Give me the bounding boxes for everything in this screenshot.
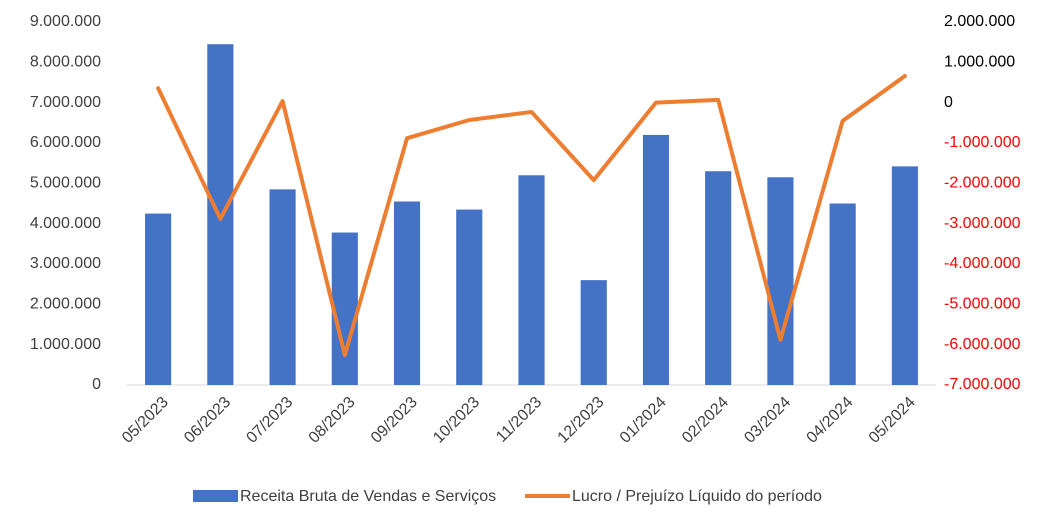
y-tick-label: 3.000.000: [30, 255, 101, 272]
y2-tick-label: -4.000.000: [944, 255, 1021, 272]
y-tick-label: 6.000.000: [30, 134, 101, 151]
bar: [269, 189, 296, 385]
bar: [331, 232, 358, 385]
legend-label: Lucro / Prejuízo Líquido do período: [572, 488, 822, 505]
y2-tick-label: 0: [944, 94, 953, 111]
x-tick-label: 01/2024: [617, 394, 670, 447]
line: [156, 74, 907, 358]
y-tick-label: 0: [92, 376, 101, 393]
bar: [145, 213, 172, 385]
x-tick-label: 02/2024: [679, 394, 732, 447]
x-tick-label: 12/2023: [555, 394, 608, 447]
bar: [642, 134, 670, 385]
y-tick-label: 7.000.000: [30, 94, 101, 111]
y-tick-label: 5.000.000: [30, 175, 101, 192]
y-tick-label: 1.000.000: [30, 336, 101, 353]
bar: [891, 166, 918, 385]
bar: [767, 177, 794, 385]
y2-tick-label: -5.000.000: [944, 296, 1021, 313]
y2-tick-label: -3.000.000: [944, 215, 1021, 232]
y-tick-label: 8.000.000: [30, 54, 101, 71]
x-tick-label: 06/2023: [181, 394, 234, 447]
bar: [456, 209, 483, 385]
x-tick-label: 09/2023: [368, 394, 421, 447]
y2-tick-label: -2.000.000: [944, 175, 1021, 192]
x-tick-label: 03/2024: [741, 394, 794, 447]
y2-tick-label: 2.000.000: [944, 13, 1015, 30]
y-tick-label: 9.000.000: [30, 13, 101, 30]
x-tick-label: 05/2024: [866, 394, 919, 447]
bar: [829, 203, 856, 385]
x-tick-label: 05/2023: [119, 394, 172, 447]
legend-label: Receita Bruta de Vendas e Serviços: [240, 488, 496, 505]
bar: [393, 201, 421, 385]
x-tick-label: 11/2023: [493, 394, 545, 446]
y2-tick-label: -7.000.000: [944, 376, 1021, 393]
bar: [705, 171, 732, 385]
x-tick-label: 04/2024: [804, 394, 857, 447]
y2-tick-label: 1.000.000: [944, 54, 1015, 71]
x-tick-label: 07/2023: [243, 394, 296, 447]
bar: [580, 280, 607, 385]
y2-tick-label: -6.000.000: [944, 336, 1021, 353]
x-tick-label: 08/2023: [306, 394, 359, 447]
legend-swatch: [193, 490, 238, 502]
y-tick-label: 4.000.000: [30, 215, 101, 232]
bar: [518, 175, 545, 385]
y-tick-label: 2.000.000: [30, 296, 101, 313]
y2-tick-label: -1.000.000: [944, 134, 1021, 151]
x-tick-label: 10/2023: [430, 394, 483, 447]
